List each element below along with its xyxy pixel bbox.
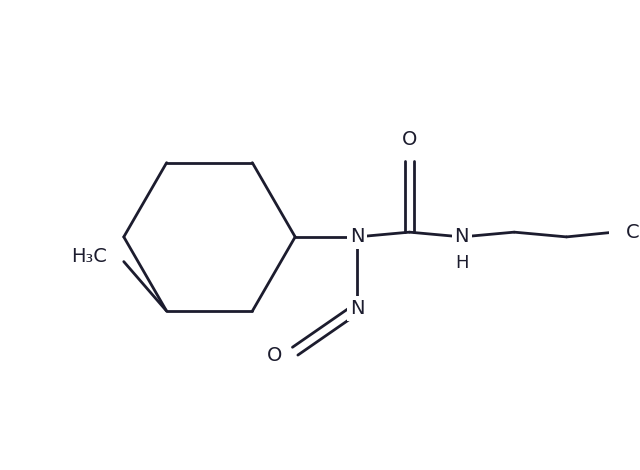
Text: O: O [266, 346, 282, 365]
Text: H: H [455, 254, 468, 272]
Text: N: N [454, 227, 469, 246]
Text: O: O [402, 130, 417, 149]
Text: N: N [350, 299, 364, 318]
Text: N: N [350, 227, 364, 246]
Text: Cl: Cl [625, 223, 640, 242]
Text: H₃C: H₃C [71, 247, 107, 266]
